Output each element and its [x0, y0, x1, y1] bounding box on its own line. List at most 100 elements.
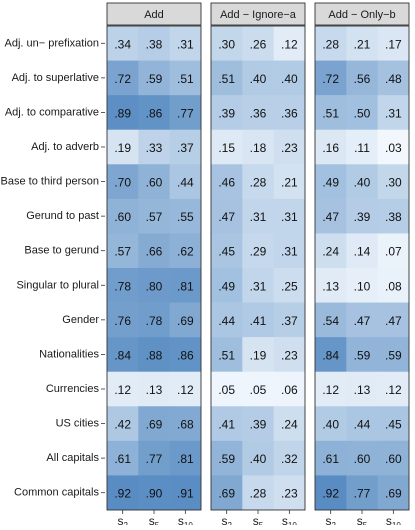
cell-value: .14: [354, 245, 371, 259]
column-label: s10: [178, 514, 193, 525]
heatmap-cell: [315, 371, 347, 407]
cell-value: .33: [146, 141, 163, 155]
cell-value: .54: [322, 314, 339, 328]
facet-panel: Add − Only−b .28 .21 .17 .72 .56 .48 .51 .50 .31.…: [314, 2, 410, 530]
heatmap-cell: [273, 95, 306, 131]
heatmap-cell: [315, 302, 347, 338]
cell-value: .19: [250, 348, 267, 362]
heatmap-cell: [346, 337, 378, 372]
row-label: Base to gerund: [24, 245, 99, 257]
heatmap-cell: [273, 371, 306, 407]
heatmap-cell: [242, 60, 274, 96]
heatmap-cell: [273, 26, 306, 61]
heatmap-cell: [138, 267, 170, 303]
cell-value: .21: [354, 37, 371, 51]
cell-value: .57: [114, 245, 131, 259]
heatmap-cell: [211, 302, 243, 338]
cell-value: .51: [322, 106, 339, 120]
heatmap-cell: [346, 302, 378, 338]
heatmap-cell: [107, 95, 139, 131]
cell-value: .28: [250, 176, 267, 190]
heatmap-cell: [169, 371, 202, 407]
heatmap-cell: [107, 337, 139, 372]
cell-value: .31: [385, 106, 402, 120]
heatmap-cell: [169, 198, 202, 234]
cell-value: .59: [146, 72, 163, 86]
cell-value: .45: [385, 418, 402, 432]
cell-value: .69: [385, 487, 402, 501]
facet-title: Add: [144, 9, 164, 21]
cell-value: .62: [177, 245, 194, 259]
heatmap-cell: [273, 302, 306, 338]
heatmap-cell: [242, 198, 274, 234]
heatmap-cell: [315, 267, 347, 303]
cell-value: .13: [146, 383, 163, 397]
heatmap-cell: [242, 164, 274, 200]
column-label: s10: [386, 514, 401, 525]
heatmap-cell: [377, 60, 410, 96]
heatmap-cell: [242, 95, 274, 131]
facet-panel: Add .34 .38 .31 .72 .59 .51 .89 .86 .77 .19 .33 .37.…: [106, 2, 202, 530]
cell-value: .92: [114, 487, 131, 501]
heatmap-cell: [138, 233, 170, 269]
cell-value: .57: [146, 210, 163, 224]
cell-value: .23: [281, 348, 298, 362]
heatmap-cell: [211, 371, 243, 407]
heatmap-cell: [169, 267, 202, 303]
cell-value: .37: [281, 314, 298, 328]
cell-value: .06: [281, 383, 298, 397]
heatmap-cell: [377, 302, 410, 338]
cell-value: .68: [177, 418, 194, 432]
heatmap-cell: [315, 406, 347, 442]
cell-value: .88: [146, 348, 163, 362]
row-label: Adj. to adverb: [31, 141, 99, 153]
cell-value: .77: [146, 452, 163, 466]
heatmap-cell: [346, 475, 378, 511]
cell-value: .89: [114, 106, 131, 120]
cell-value: .78: [114, 279, 131, 293]
cell-value: .81: [177, 279, 194, 293]
heatmap-cell: [107, 371, 139, 407]
heatmap-cell: [273, 60, 306, 96]
cell-value: .61: [322, 452, 339, 466]
heatmap-cell: [107, 440, 139, 476]
cell-value: .12: [281, 37, 298, 51]
cell-value: .51: [177, 72, 194, 86]
heatmap-cell: [211, 406, 243, 442]
cell-value: .40: [354, 176, 371, 190]
cell-value: .44: [177, 176, 194, 190]
cell-value: .23: [281, 141, 298, 155]
heatmap-cell: [211, 233, 243, 269]
heatmap-cell: [346, 26, 378, 61]
cell-value: .66: [146, 245, 163, 259]
heatmap-cell: [138, 95, 170, 131]
column-label: s5: [253, 514, 264, 525]
heatmap-cell: [346, 60, 378, 96]
cell-value: .40: [250, 452, 267, 466]
cell-value: .44: [354, 418, 371, 432]
cell-value: .69: [177, 314, 194, 328]
heatmap-cell: [107, 26, 139, 61]
cell-value: .28: [250, 487, 267, 501]
heatmap-cell: [377, 440, 410, 476]
cell-value: .07: [385, 245, 402, 259]
row-label: Adj. to superlative: [12, 72, 99, 84]
cell-value: .86: [146, 106, 163, 120]
cell-value: .10: [354, 279, 371, 293]
cell-value: .92: [322, 487, 339, 501]
cell-value: .40: [322, 418, 339, 432]
cell-value: .60: [146, 176, 163, 190]
heatmap-cell: [273, 475, 306, 511]
cell-value: .34: [114, 37, 131, 51]
row-label: Adj. to comparative: [5, 106, 99, 118]
heatmap-cell: [138, 440, 170, 476]
cell-value: .31: [250, 210, 267, 224]
cell-value: .41: [218, 418, 235, 432]
facet-title: Add − Only−b: [328, 9, 395, 21]
facet-strip: [106, 2, 202, 26]
cell-value: .29: [250, 245, 267, 259]
row-label: Adj. un− prefixation: [5, 37, 99, 49]
cell-value: .56: [354, 72, 371, 86]
heatmap-cell: [138, 406, 170, 442]
heatmap-cell: [138, 26, 170, 61]
